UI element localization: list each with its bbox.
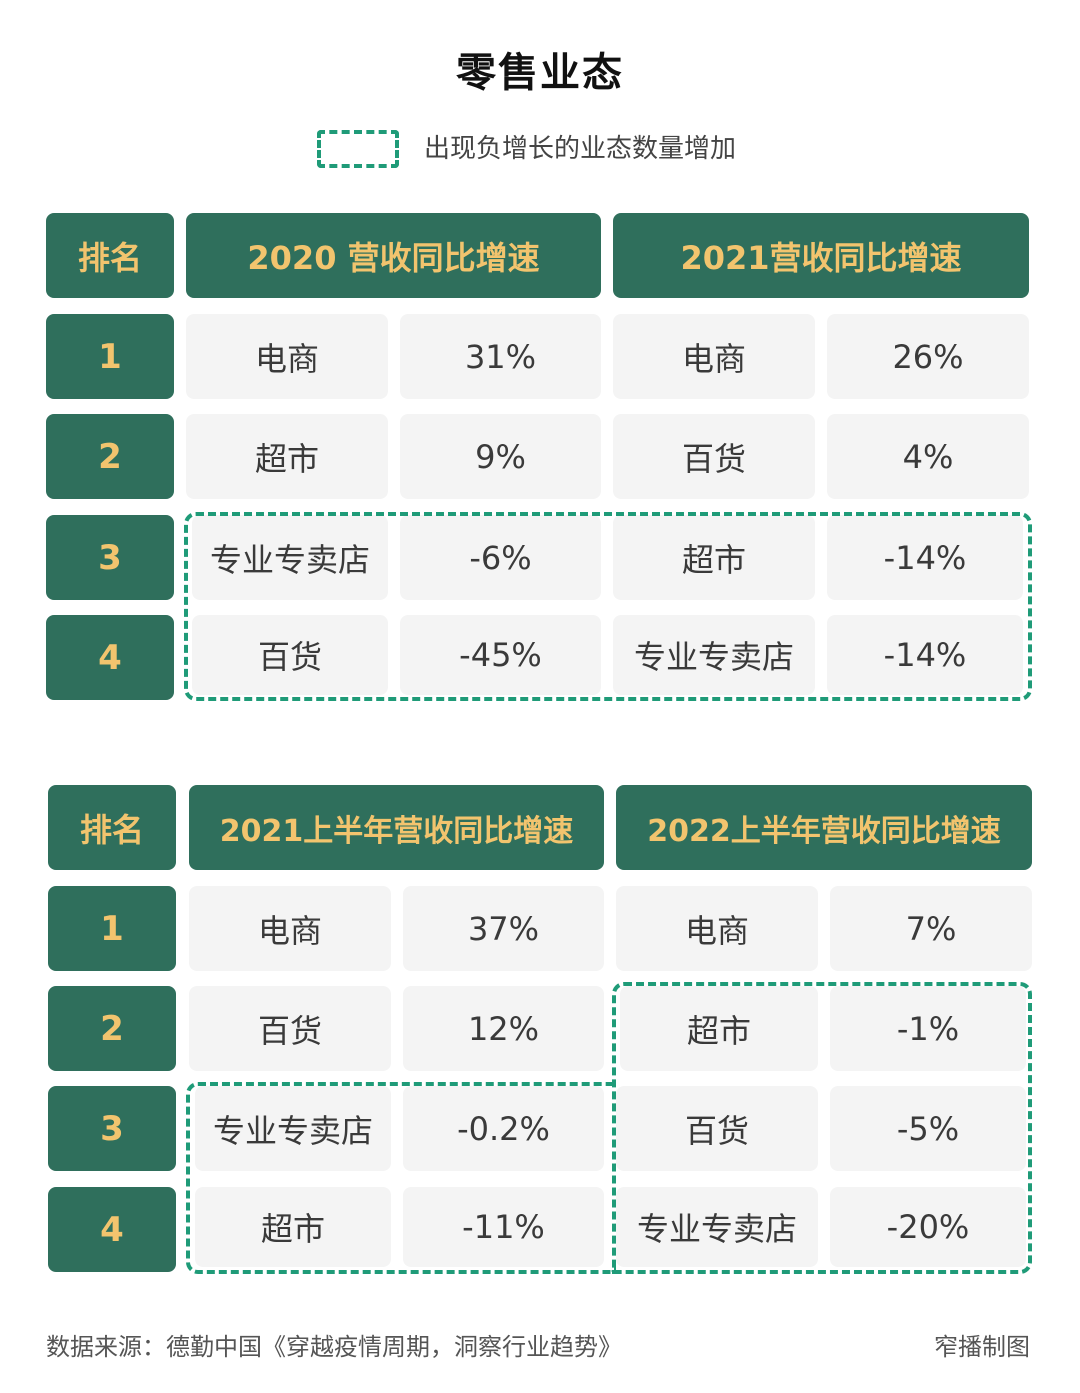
growth-value-cell: -45% <box>400 615 601 695</box>
category-cell: 电商 <box>186 314 388 399</box>
rank-cell: 4 <box>48 1187 176 1272</box>
data-source-note: 数据来源：德勤中国《穿越疫情周期，洞察行业趋势》 <box>46 1333 622 1361</box>
growth-value-cell: 26% <box>827 314 1029 399</box>
category-cell: 电商 <box>613 314 815 399</box>
category-cell: 专业专卖店 <box>195 1086 391 1171</box>
category-cell: 超市 <box>186 414 388 499</box>
table-header-2022h1: 2022上半年营收同比增速 <box>616 785 1032 870</box>
category-cell: 专业专卖店 <box>616 1187 818 1267</box>
category-cell: 百货 <box>192 615 388 695</box>
growth-value-cell: 37% <box>403 886 604 971</box>
growth-value-cell: 12% <box>403 986 604 1071</box>
category-cell: 专业专卖店 <box>613 615 815 695</box>
category-cell: 超市 <box>195 1187 391 1267</box>
rank-cell: 1 <box>48 886 176 971</box>
table-header-rank: 排名 <box>48 785 176 870</box>
growth-value-cell: -20% <box>830 1187 1026 1267</box>
category-cell: 电商 <box>616 886 818 971</box>
category-cell: 电商 <box>189 886 391 971</box>
rank-cell: 2 <box>46 414 174 499</box>
category-cell: 专业专卖店 <box>192 515 388 600</box>
growth-value-cell: 31% <box>400 314 601 399</box>
rank-cell: 4 <box>46 615 174 700</box>
page-title: 零售业态 <box>456 50 624 96</box>
credit-note: 窄播制图 <box>934 1333 1030 1361</box>
growth-value-cell: 4% <box>827 414 1029 499</box>
growth-value-cell: -6% <box>400 515 601 600</box>
growth-value-cell: -14% <box>827 615 1023 695</box>
growth-value-cell: -14% <box>827 515 1023 600</box>
growth-value-cell: -11% <box>403 1187 604 1267</box>
category-cell: 百货 <box>616 1086 818 1171</box>
growth-value-cell: 9% <box>400 414 601 499</box>
growth-value-cell: -1% <box>830 986 1026 1071</box>
rank-cell: 3 <box>48 1086 176 1171</box>
rank-cell: 1 <box>46 314 174 399</box>
table-header-2021: 2021营收同比增速 <box>613 213 1029 298</box>
growth-value-cell: -5% <box>830 1086 1026 1171</box>
legend-label: 出现负增长的业态数量增加 <box>424 134 737 164</box>
legend-dashed-box-icon <box>317 130 399 168</box>
category-cell: 百货 <box>613 414 815 499</box>
rank-cell: 3 <box>46 515 174 600</box>
table-header-2020: 2020 营收同比增速 <box>186 213 601 298</box>
category-cell: 超市 <box>620 986 818 1071</box>
rank-cell: 2 <box>48 986 176 1071</box>
category-cell: 百货 <box>189 986 391 1071</box>
category-cell: 超市 <box>613 515 815 600</box>
table-header-2021h1: 2021上半年营收同比增速 <box>189 785 604 870</box>
growth-value-cell: 7% <box>830 886 1032 971</box>
table-header-rank: 排名 <box>46 213 174 298</box>
growth-value-cell: -0.2% <box>403 1086 604 1171</box>
